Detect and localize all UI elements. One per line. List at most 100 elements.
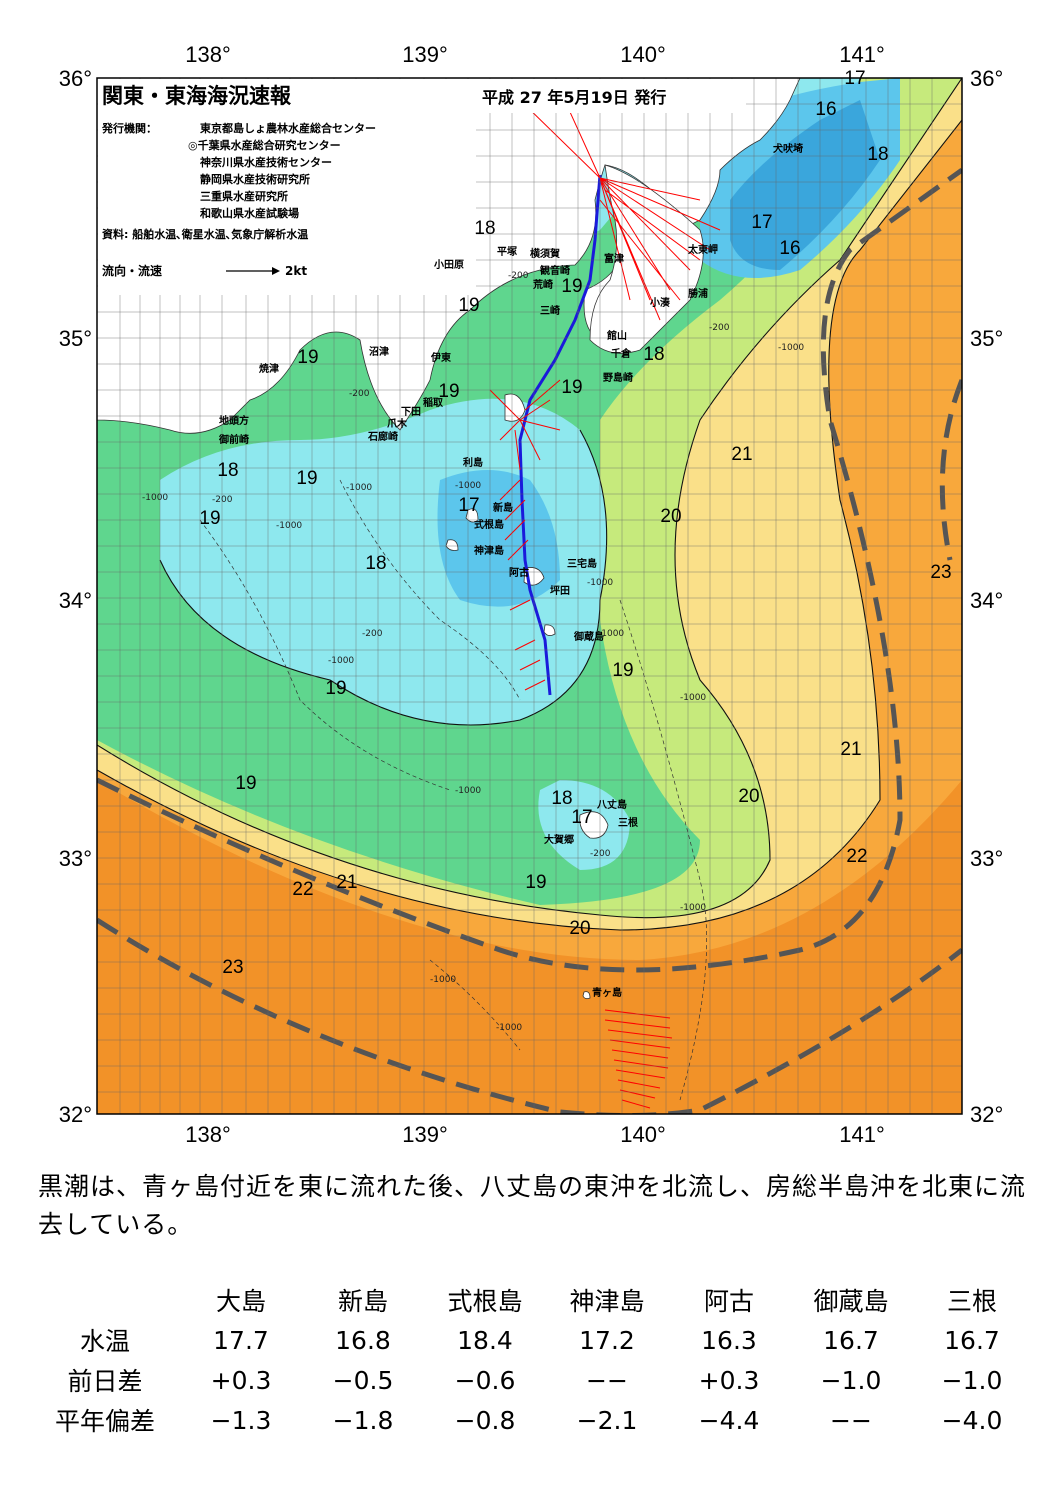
kuroshio-axis (97, 167, 962, 1114)
column-header: 大島 (215, 1287, 266, 1316)
column-header: 三根 (946, 1287, 997, 1316)
place-label: 横須賀 (530, 247, 560, 260)
place-label: 荒崎 (532, 278, 553, 291)
depth-label: -1000 (142, 493, 168, 503)
isotherm-label: 20 (660, 506, 681, 527)
row-header: 水温 (79, 1327, 130, 1356)
isotherm-label: 19 (297, 347, 318, 368)
lat-label-left-35: 35° (59, 326, 92, 351)
place-label: 地頭方 (219, 414, 249, 427)
isotherm-label: 23 (222, 957, 243, 978)
publisher-6: 和歌山県水産試験場 (200, 206, 299, 220)
depth-label: -200 (590, 849, 611, 859)
isotherm-label: 18 (217, 460, 238, 481)
place-label: 稲取 (423, 396, 444, 409)
lon-label-top-141: 141° (839, 42, 885, 67)
isotherm-label: 17 (571, 807, 592, 828)
isotherm-label: 17 (844, 68, 865, 89)
depth-label: -1000 (680, 693, 706, 703)
place-label: 利島 (463, 456, 483, 469)
water-temperature-table: 大島 新島 式根島 神津島 阿古 御蔵島 三根 水温 17.7 16.8 18.… (30, 1280, 1032, 1440)
land-hachijo (579, 811, 609, 839)
table-cell: −1.3 (210, 1405, 272, 1435)
lat-label-left-34: 34° (59, 588, 92, 613)
table-cell: 16.8 (335, 1325, 391, 1355)
header-box (98, 79, 476, 295)
land-kozushima (445, 539, 459, 551)
isotherm-label: 22 (292, 879, 313, 900)
place-label: 勝浦 (688, 287, 708, 300)
lon-labels-top: 138° 139° 140° 141° (185, 42, 885, 67)
table-cell: +0.3 (698, 1365, 760, 1395)
table-cell: +0.3 (210, 1365, 272, 1395)
land-izu-oshima (504, 393, 526, 422)
land-aogashima (582, 991, 591, 1000)
isotherm-label: 21 (731, 444, 752, 465)
table-cell: −4.4 (698, 1405, 760, 1435)
row-header: 平年偏差 (54, 1407, 155, 1436)
publisher-label: 発行機関： (101, 121, 157, 135)
isotherm-label: 19 (561, 276, 582, 297)
place-label: 伊東 (430, 351, 451, 364)
table-cell: −2.1 (576, 1405, 638, 1435)
place-label: 大賀郷 (544, 833, 574, 846)
table-cell: −0.6 (454, 1365, 516, 1395)
isotherm-label: 20 (738, 786, 759, 807)
lon-label-top-139: 139° (402, 42, 448, 67)
isotherm-label: 18 (474, 218, 495, 239)
table-row: 平年偏差 −1.3 −1.8 −0.8 −2.1 −4.4 −− −4.0 (30, 1400, 1032, 1440)
table-header-row: 大島 新島 式根島 神津島 阿古 御蔵島 三根 (30, 1280, 1032, 1320)
isotherm-label: 19 (325, 678, 346, 699)
isotherm-label: 21 (840, 739, 861, 760)
depth-label: -200 (709, 323, 730, 333)
isotherm-label: 16 (815, 99, 836, 120)
place-label: 太東岬 (687, 243, 718, 256)
table-cell: −0.5 (332, 1365, 394, 1395)
lon-label-bottom-140: 140° (620, 1122, 666, 1147)
place-label: 神津島 (474, 544, 504, 557)
depth-label: -1000 (276, 521, 302, 531)
place-label: 野島崎 (603, 371, 633, 384)
isotherm-label: 19 (235, 773, 256, 794)
place-label: 富津 (604, 252, 624, 265)
land-boso (589, 164, 704, 354)
place-names: 犬吠埼 太東岬 勝浦 小湊 館山 千倉 野島崎 富津 観音崎 横須賀 三崎 荒崎… (218, 142, 803, 999)
table-cell: −0.8 (454, 1405, 516, 1435)
isotherm-label: 19 (561, 377, 582, 398)
publisher-4: 静岡県水産技術研究所 (200, 172, 310, 186)
land-mikura (543, 624, 556, 636)
table-row: 前日差 +0.3 −0.5 −0.6 −− +0.3 −1.0 −1.0 (30, 1360, 1032, 1400)
depth-label: -200 (212, 495, 233, 505)
table-cell: −− (830, 1405, 872, 1435)
isotherm-label: 18 (643, 344, 664, 365)
lat-label-right-34: 34° (970, 588, 1003, 613)
depth-label: -1000 (496, 1023, 522, 1033)
table-cell: 16.7 (823, 1325, 879, 1355)
table-cell: 17.7 (213, 1325, 269, 1355)
lat-label-left-32: 32° (59, 1102, 92, 1127)
depth-label: -1000 (455, 786, 481, 796)
issue-date: 平成 27 年5月19日 発行 (482, 88, 666, 107)
depth-label: -1000 (430, 975, 456, 985)
isotherm-label: 18 (365, 553, 386, 574)
lon-label-bottom-139: 139° (402, 1122, 448, 1147)
place-label: 御前崎 (218, 433, 249, 446)
sea-zone-16 (730, 100, 880, 270)
publisher-2: ◎千葉県水産総合研究センター (188, 138, 341, 152)
place-label: 新島 (493, 501, 513, 514)
place-label: 御蔵島 (573, 630, 604, 643)
depth-label: -200 (362, 629, 383, 639)
lon-labels-bottom: 138° 139° 140° 141° (185, 1122, 885, 1147)
isotherm-label: 17 (458, 495, 479, 516)
row-header: 前日差 (67, 1367, 143, 1396)
place-label: 石廊崎 (367, 430, 398, 443)
data-sources: 資料: 船舶水温､衛星水温､気象庁解析水温 (102, 227, 308, 241)
lon-label-bottom-138: 138° (185, 1122, 231, 1147)
isotherm-label: 16 (779, 238, 800, 259)
isotherm-label: 19 (525, 872, 546, 893)
column-header: 神津島 (569, 1287, 645, 1316)
lat-label-right-32: 32° (970, 1102, 1003, 1127)
isotherm-label: 18 (867, 144, 888, 165)
lat-label-right-35: 35° (970, 326, 1003, 351)
isotherm-label: 20 (569, 918, 590, 939)
